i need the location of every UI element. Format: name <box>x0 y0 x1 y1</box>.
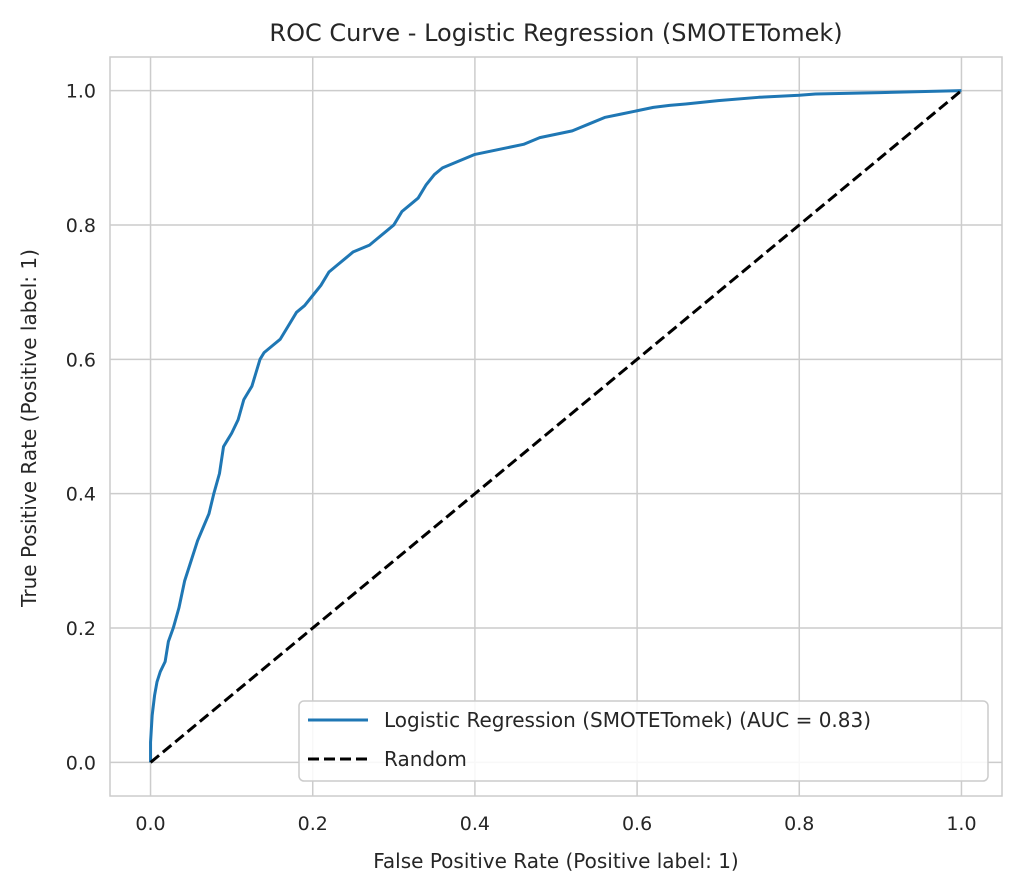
grid <box>110 57 1002 796</box>
x-tick-label: 0.8 <box>784 813 814 835</box>
legend-label-roc: Logistic Regression (SMOTETomek) (AUC = … <box>384 708 871 732</box>
series-layer <box>149 89 963 764</box>
tick-labels: 0.0 0.2 0.4 0.6 0.8 1.0 0.0 0.2 0.4 0.6 0.8 1.0 <box>66 81 977 835</box>
legend-label-random: Random <box>384 747 467 771</box>
x-tick-label: 0.4 <box>460 813 490 835</box>
roc-curve-line <box>149 89 962 763</box>
y-tick-label: 0.0 <box>66 752 96 774</box>
y-tick-label: 0.8 <box>66 215 96 237</box>
plot-area-border <box>109 56 1003 797</box>
y-tick-label: 0.6 <box>66 349 96 371</box>
x-tick-label: 0.2 <box>298 813 328 835</box>
legend-box <box>298 700 989 782</box>
x-tick-label: 1.0 <box>946 813 976 835</box>
y-axis-label: True Positive Rate (Positive label: 1) <box>17 249 41 608</box>
plot-frame <box>109 56 1003 797</box>
x-tick-label: 0.0 <box>135 813 165 835</box>
legend: Logistic Regression (SMOTETomek) (AUC = … <box>298 700 989 782</box>
x-tick-label: 0.6 <box>622 813 652 835</box>
x-axis-label: False Positive Rate (Positive label: 1) <box>373 849 739 873</box>
y-tick-label: 0.4 <box>66 484 96 506</box>
y-tick-label: 0.2 <box>66 618 96 640</box>
chart-title: ROC Curve - Logistic Regression (SMOTETo… <box>269 19 842 47</box>
y-tick-label: 1.0 <box>66 81 96 103</box>
